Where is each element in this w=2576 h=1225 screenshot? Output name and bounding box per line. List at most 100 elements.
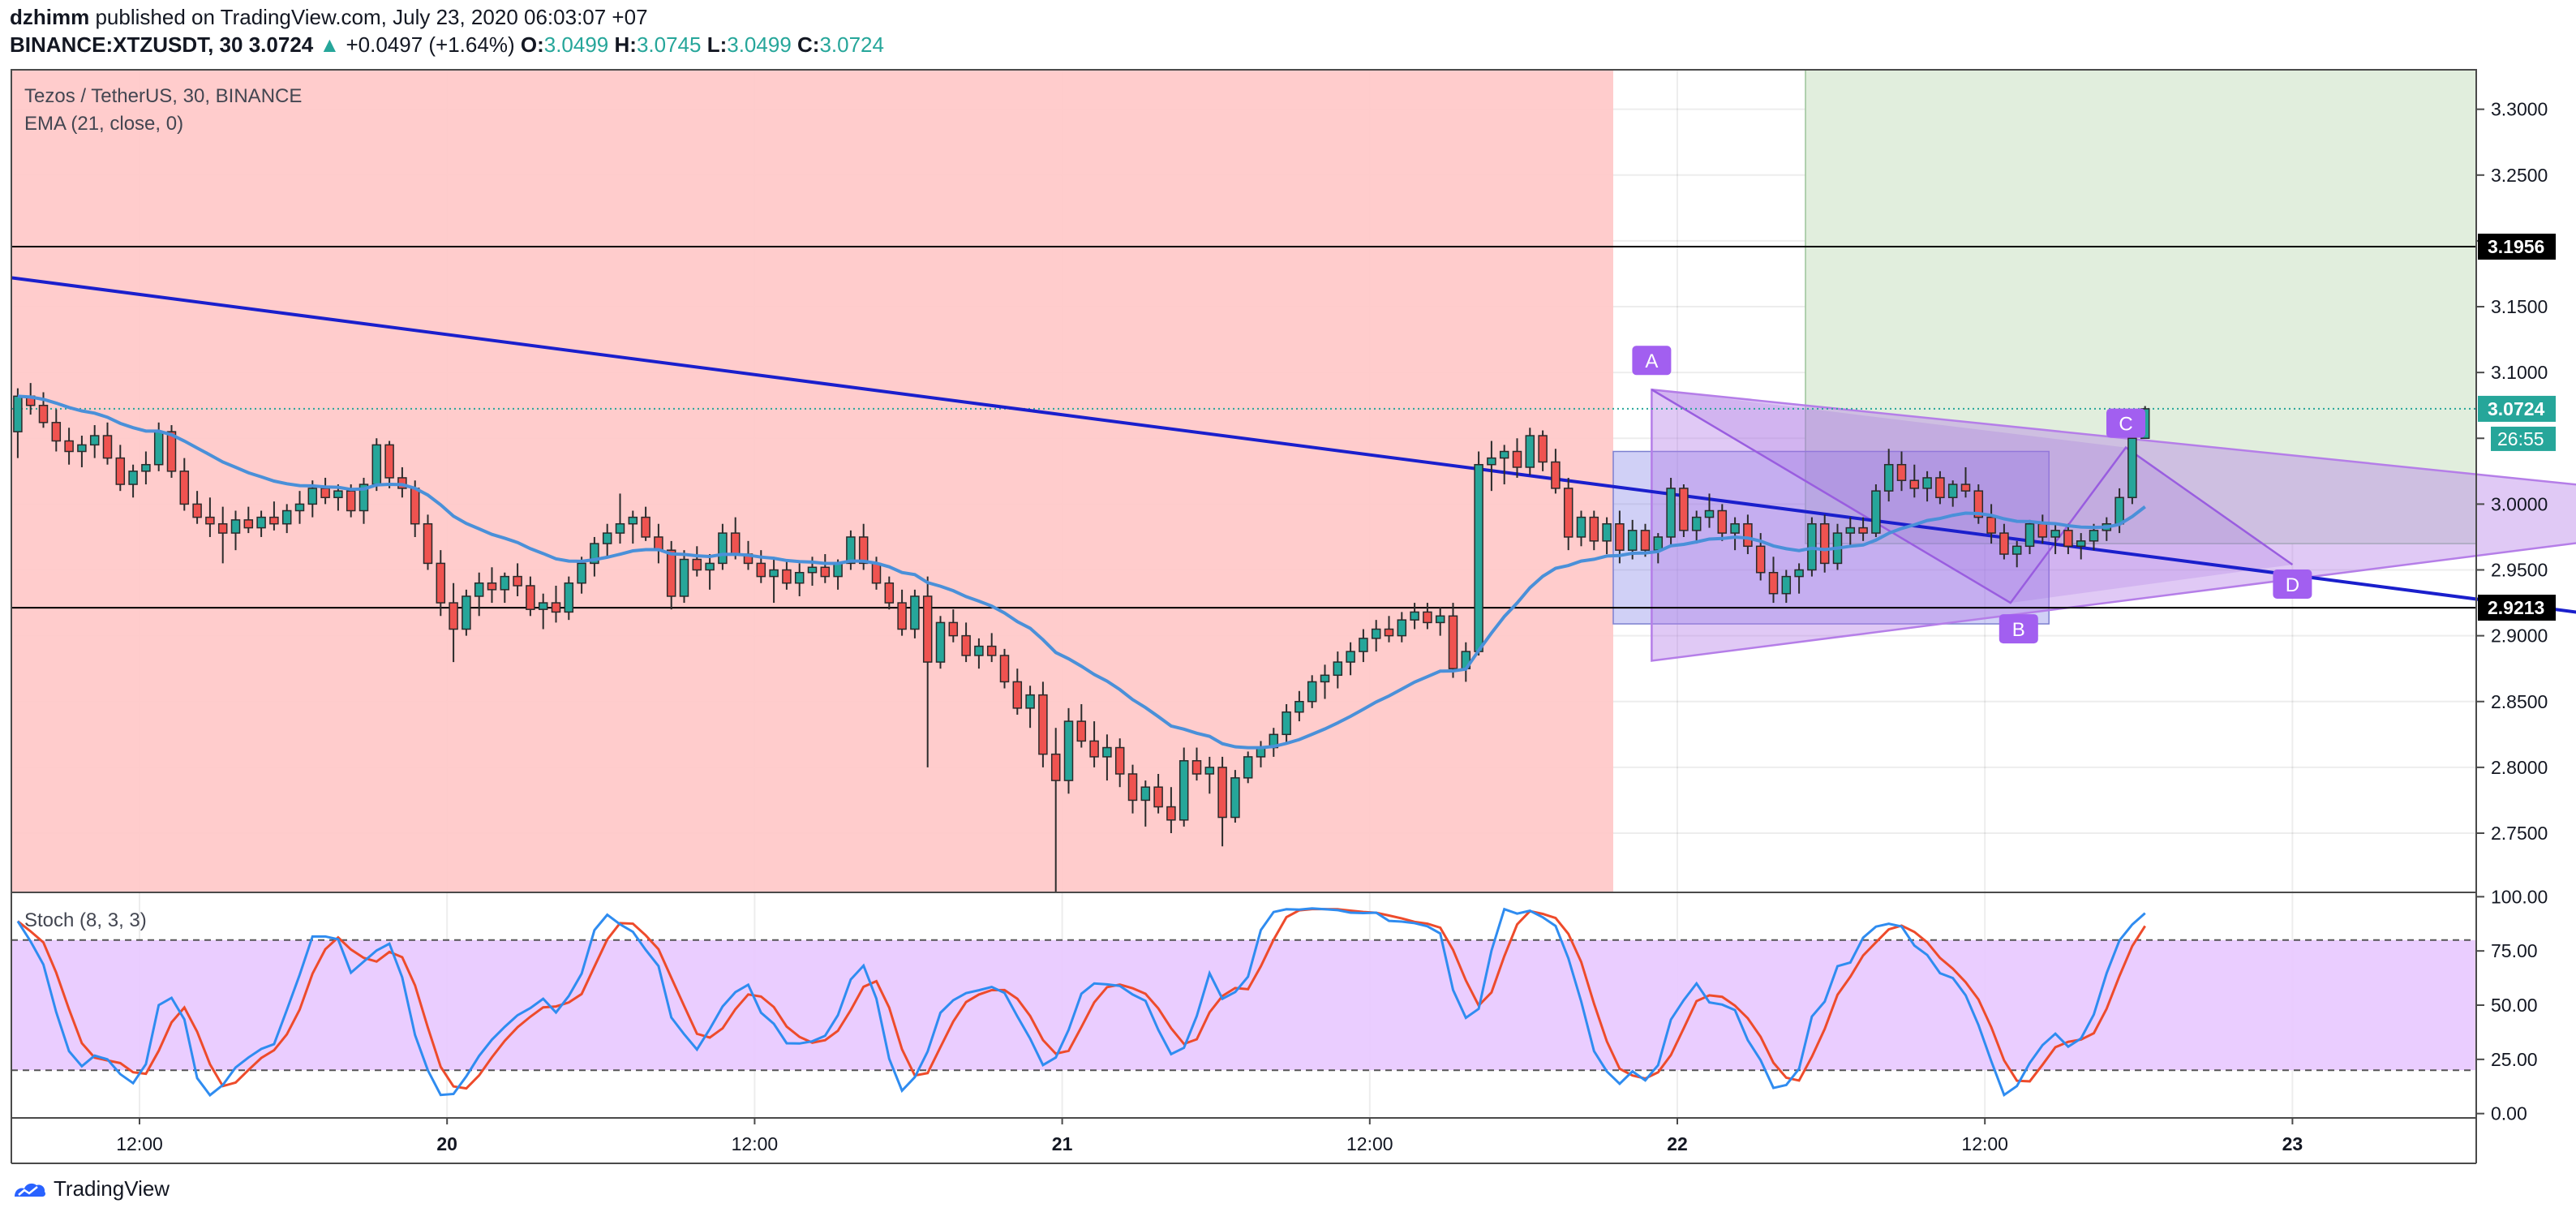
- footer-brand[interactable]: TradingView: [11, 1176, 170, 1201]
- candle: [2063, 523, 2073, 555]
- candle-body: [692, 558, 702, 571]
- candle: [718, 523, 728, 570]
- candle-body: [1230, 777, 1240, 819]
- stoch-tick-label: 0.00: [2491, 1103, 2527, 1124]
- candle: [1063, 707, 1074, 794]
- candle: [281, 504, 292, 534]
- candle: [935, 616, 946, 669]
- candle-body: [346, 490, 356, 512]
- low-value: 3.0499: [727, 32, 792, 57]
- candle: [1346, 642, 1355, 676]
- countdown-tag: [2491, 426, 2556, 451]
- abcd-label-d: D: [2273, 570, 2312, 600]
- abcd-label-bg: [1632, 346, 1672, 376]
- candle-body: [1435, 615, 1445, 624]
- candle: [705, 554, 715, 590]
- time-tick-label: 12:00: [732, 1133, 779, 1154]
- candle-body: [1423, 611, 1432, 624]
- candle-body: [1768, 572, 1779, 595]
- candle-body: [217, 522, 228, 534]
- candle: [1768, 557, 1779, 604]
- candle-body: [256, 516, 266, 529]
- candle-body: [281, 509, 292, 525]
- abcd-label-bg: [2273, 570, 2312, 600]
- candle: [897, 589, 907, 636]
- time-tick-label: 12:00: [1961, 1133, 2008, 1154]
- candle: [1704, 493, 1715, 528]
- candle: [769, 559, 779, 604]
- candle-body: [2011, 545, 2022, 555]
- candle: [884, 576, 895, 610]
- countdown-label: 26:55: [2497, 428, 2544, 449]
- ema-legend[interactable]: EMA (21, close, 0): [24, 113, 183, 135]
- candle-body: [922, 595, 933, 663]
- candle: [1153, 773, 1163, 814]
- candle: [1999, 523, 2009, 560]
- candle-body: [1204, 767, 1215, 775]
- candle: [999, 648, 1010, 689]
- author-name[interactable]: dzhimm: [10, 5, 90, 29]
- candle: [1423, 603, 1432, 630]
- candle-body: [794, 572, 805, 584]
- candle-body: [1474, 463, 1483, 652]
- candle: [538, 593, 548, 630]
- candle: [1730, 517, 1740, 551]
- candle-body: [1755, 545, 1766, 574]
- candle-body: [1127, 773, 1138, 802]
- stoch-legend[interactable]: Stoch (8, 3, 3): [24, 909, 147, 931]
- candle-body: [858, 536, 869, 565]
- stoch-tick-label: 50.00: [2491, 995, 2538, 1016]
- candle: [641, 506, 650, 541]
- candle-body: [1845, 527, 1856, 534]
- time-tick-label: 22: [1667, 1133, 1688, 1154]
- candle: [115, 445, 126, 492]
- candle-body: [1947, 484, 1958, 499]
- candle-body: [935, 621, 946, 663]
- hline-price-tag: [2478, 234, 2556, 260]
- candle-body: [1922, 477, 1932, 489]
- candle-body: [243, 519, 254, 529]
- candle-body: [1499, 450, 1509, 459]
- candle: [782, 559, 792, 590]
- candle-body: [782, 569, 792, 584]
- abcd-label-text: B: [2012, 619, 2025, 641]
- candle-body: [1691, 516, 1702, 531]
- candle: [846, 530, 856, 570]
- candle: [51, 409, 62, 452]
- candle: [1089, 721, 1099, 767]
- candle-body: [474, 582, 484, 597]
- time-axis[interactable]: 12:002012:002112:002212:002312:002412:00…: [116, 1118, 2576, 1154]
- stoch-tick-label: 100.00: [2491, 886, 2548, 907]
- candle-body: [1909, 479, 1920, 489]
- candle: [564, 576, 574, 621]
- high-label: H:: [614, 32, 637, 57]
- candle-body: [910, 595, 920, 630]
- outer-frame: [11, 69, 2477, 1119]
- abcd-label-a: A: [1632, 346, 1672, 376]
- candle-body: [1743, 522, 1753, 548]
- stoch-pane[interactable]: [11, 907, 2476, 1098]
- abcd-labels: A B C D: [1632, 346, 2312, 644]
- candle-body: [2076, 540, 2086, 548]
- candle: [986, 633, 997, 663]
- candle: [1191, 747, 1202, 781]
- candle: [910, 589, 920, 638]
- candle-body: [730, 532, 741, 555]
- candle-body: [602, 532, 612, 544]
- candle: [1512, 438, 1522, 478]
- candle: [1487, 441, 1496, 492]
- candle: [1922, 471, 1932, 502]
- price-tick-label: 2.7500: [2491, 823, 2548, 844]
- candle-body: [205, 516, 215, 525]
- candle-body: [1282, 711, 1291, 736]
- candle-body: [679, 558, 689, 597]
- candle: [577, 557, 586, 594]
- price-axis[interactable]: 3.30003.25003.20003.15003.10003.05003.00…: [2476, 99, 2556, 1124]
- candle-body: [1089, 740, 1099, 758]
- candle-body: [1986, 516, 1996, 534]
- candle-body: [269, 516, 279, 525]
- candle-body: [590, 543, 599, 565]
- candle-body: [1102, 746, 1112, 758]
- candle: [692, 546, 702, 577]
